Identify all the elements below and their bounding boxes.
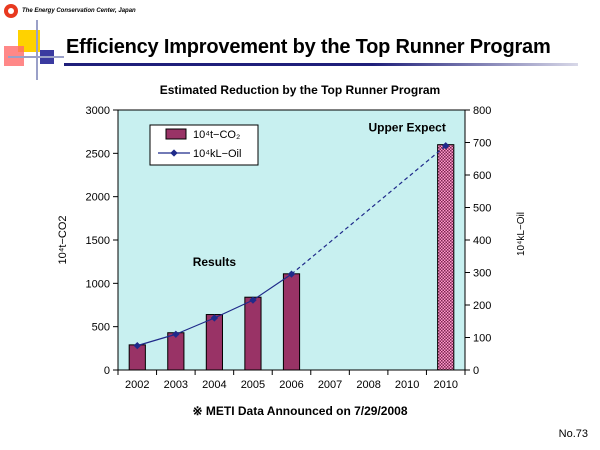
line-segment xyxy=(175,317,215,335)
line-point xyxy=(249,296,257,304)
right-axis-tick-label: 200 xyxy=(473,300,491,312)
right-axis-tick-label: 500 xyxy=(473,203,491,215)
left-axis-tick-label: 0 xyxy=(104,365,110,377)
logo-icon xyxy=(4,4,18,18)
footnote: ※ METI Data Announced on 7/29/2008 xyxy=(192,404,408,418)
line-segment xyxy=(214,299,254,319)
legend-line-label: 10⁴kL−Oil xyxy=(193,148,241,160)
x-axis-tick-label: 2007 xyxy=(318,379,342,391)
bar-expected xyxy=(437,144,455,371)
annotation-upper-expect: Upper Expect xyxy=(368,121,445,135)
page-number: No.73 xyxy=(558,428,588,440)
line-segment xyxy=(252,273,292,301)
right-axis-tick-label: 700 xyxy=(473,138,491,150)
chart-title: Estimated Reduction by the Top Runner Pr… xyxy=(159,83,441,97)
right-axis-title: 10⁴kL−Oil xyxy=(516,212,527,256)
left-axis-tick-label: 3000 xyxy=(86,105,110,117)
right-axis-tick-label: 400 xyxy=(473,235,491,247)
line-point xyxy=(172,330,180,338)
bar xyxy=(282,273,301,371)
line-segment-projected xyxy=(291,145,447,275)
title-underline xyxy=(64,63,578,66)
legend-bar-swatch xyxy=(165,128,187,140)
line-point xyxy=(287,270,296,278)
slide-title: Efficiency Improvement by the Top Runner… xyxy=(66,36,551,58)
bar xyxy=(244,296,262,371)
left-axis-tick-label: 500 xyxy=(92,322,110,334)
line-point xyxy=(133,341,141,350)
bar xyxy=(167,332,185,371)
x-axis-tick-label: 2010 xyxy=(433,379,457,391)
right-axis-tick-label: 300 xyxy=(473,268,491,280)
x-axis-tick-label: 2004 xyxy=(202,379,226,391)
x-axis-tick-label: 2003 xyxy=(164,379,188,391)
organization-logo: The Energy Conservation Center, Japan xyxy=(4,4,136,18)
left-axis-tick-label: 1500 xyxy=(86,235,110,247)
line-segment xyxy=(137,333,177,347)
x-axis-tick-label: 2008 xyxy=(356,379,380,391)
line-point xyxy=(210,314,219,322)
left-axis-tick-label: 1000 xyxy=(86,278,110,290)
right-axis-tick-label: 100 xyxy=(473,333,491,345)
bar xyxy=(205,314,223,371)
right-axis-tick-label: 0 xyxy=(473,365,479,377)
right-axis-tick-label: 800 xyxy=(473,105,491,117)
annotation-results: Results xyxy=(193,255,237,269)
x-axis-tick-label: 2005 xyxy=(241,379,265,391)
x-axis-tick-label: 2010 xyxy=(395,379,419,391)
organization-name: The Energy Conservation Center, Japan xyxy=(22,8,136,14)
x-axis-tick-label: 2002 xyxy=(125,379,149,391)
x-axis-tick-label: 2006 xyxy=(279,379,303,391)
decoration-vertical-line xyxy=(36,20,38,80)
right-axis-tick-label: 600 xyxy=(473,170,491,182)
left-axis-title: 10⁴t−CO2 xyxy=(57,215,69,264)
decoration-horizontal-line xyxy=(8,56,64,58)
line-point xyxy=(442,142,450,150)
left-axis-tick-label: 2000 xyxy=(86,192,110,204)
legend-line-marker xyxy=(170,149,178,157)
left-axis-tick-label: 2500 xyxy=(86,148,110,160)
legend-bar-label: 10⁴t−CO₂ xyxy=(193,129,240,141)
